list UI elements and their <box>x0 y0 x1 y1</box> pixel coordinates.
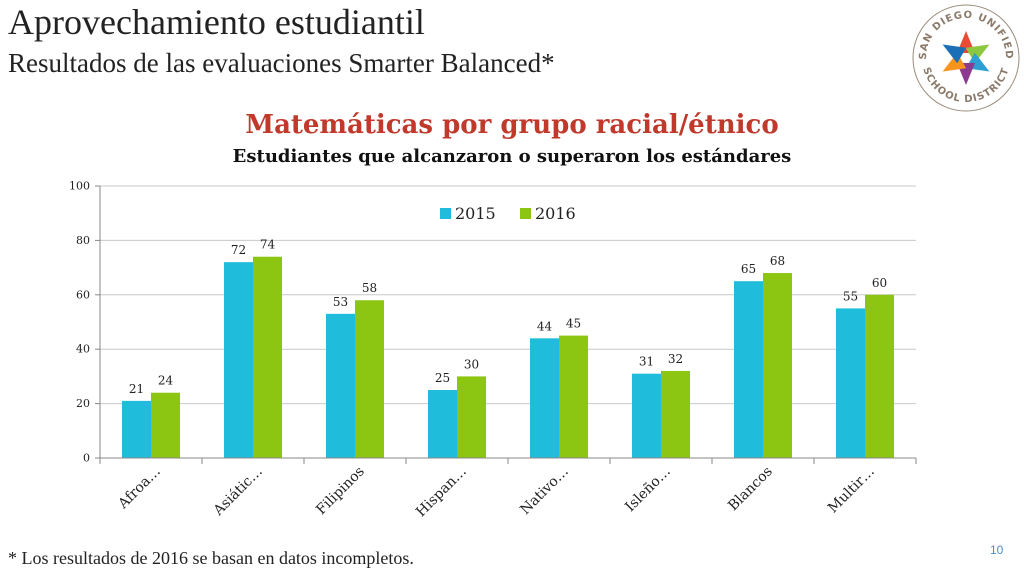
x-tick-label: Filipinos <box>313 464 368 519</box>
chart-title: Matemáticas por grupo racial/étnico <box>245 110 779 140</box>
bar-2015-1 <box>224 262 253 458</box>
x-tick-label-group: Nativo… <box>517 464 571 518</box>
bar-2016-6 <box>763 273 792 458</box>
slide-subtitle: Resultados de las evaluaciones Smarter B… <box>8 48 555 78</box>
x-tick-label: Hispan… <box>413 464 470 521</box>
bar-2016-2 <box>355 300 384 458</box>
bar-2016-4 <box>559 335 588 458</box>
slide-title: Aprovechamiento estudiantil <box>8 2 425 42</box>
bar-2016-0 <box>151 392 180 458</box>
bar-2015-2 <box>326 313 355 458</box>
grid-layer <box>100 185 916 405</box>
x-tick-label-group: Hispan… <box>413 464 470 521</box>
x-tick-label-group: Isleño… <box>622 464 674 516</box>
legend-label: 2015 <box>455 204 496 223</box>
data-label: 53 <box>333 295 348 309</box>
bar-2016-5 <box>661 370 690 458</box>
x-tick-label: Multir… <box>825 464 878 517</box>
x-tick-label-group: Filipinos <box>313 464 368 519</box>
x-tick-label-group: Multir… <box>825 464 878 517</box>
data-label: 30 <box>464 357 479 371</box>
legend-label: 2016 <box>535 204 576 223</box>
data-label: 55 <box>843 289 858 303</box>
bar-2015-0 <box>122 400 151 458</box>
x-tick-label-group: Afroa… <box>115 464 164 513</box>
data-label: 60 <box>872 276 887 290</box>
bar-2015-3 <box>428 390 457 458</box>
x-tick-label-group: Asiátic… <box>210 464 266 520</box>
x-tick-label: Afroa… <box>115 464 164 513</box>
legend-swatch-2016 <box>520 208 531 219</box>
data-label: 68 <box>770 254 785 268</box>
labels-layer: 21 24 72 74 53 58 25 30 44 45 31 32 65 68 55 60 <box>129 238 887 396</box>
data-label: 58 <box>362 281 377 295</box>
data-label: 72 <box>231 243 246 257</box>
district-logo: SAN DIEGO UNIFIED SCHOOL DISTRICT <box>912 4 1020 112</box>
y-tick-label: 80 <box>76 234 90 247</box>
logo-star-icon <box>942 31 990 85</box>
bar-2016-7 <box>865 294 894 458</box>
data-label: 32 <box>668 352 683 366</box>
y-tick-label: 40 <box>76 343 90 356</box>
bars-layer <box>122 256 894 458</box>
x-tick-label: Blancos <box>725 464 776 515</box>
data-label: 74 <box>260 238 276 252</box>
x-tick-label: Nativo… <box>517 464 571 518</box>
logo-petal <box>942 44 967 64</box>
logo-petal <box>942 52 967 72</box>
page-number: 10 <box>990 543 1004 557</box>
legend: 2015 2016 <box>440 204 576 223</box>
x-tick-label: Isleño… <box>622 464 674 516</box>
data-label: 31 <box>639 355 654 369</box>
bar-2015-6 <box>734 281 763 458</box>
data-label: 45 <box>566 317 581 331</box>
data-label: 44 <box>537 319 553 333</box>
logo-petal <box>965 44 990 64</box>
chart-subtitle: Estudiantes que alcanzaron o superaron l… <box>232 146 792 167</box>
bar-2015-4 <box>530 338 559 458</box>
y-tick-label: 60 <box>76 288 90 301</box>
y-tick-label: 0 <box>83 452 90 465</box>
bar-2016-1 <box>253 256 282 458</box>
y-tick-label: 100 <box>69 180 90 193</box>
data-label: 25 <box>435 371 450 385</box>
bar-2015-5 <box>632 373 661 458</box>
data-label: 24 <box>158 374 174 388</box>
bar-2015-7 <box>836 308 865 458</box>
x-tick-label: Asiátic… <box>210 464 266 520</box>
legend-swatch-2015 <box>440 208 451 219</box>
data-label: 65 <box>741 262 756 276</box>
data-label: 21 <box>129 382 144 396</box>
y-tick-label: 20 <box>76 397 90 410</box>
x-tick-label-group: Blancos <box>725 464 776 515</box>
footnote: * Los resultados de 2016 se basan en dat… <box>8 548 414 568</box>
bar-2016-3 <box>457 376 486 458</box>
